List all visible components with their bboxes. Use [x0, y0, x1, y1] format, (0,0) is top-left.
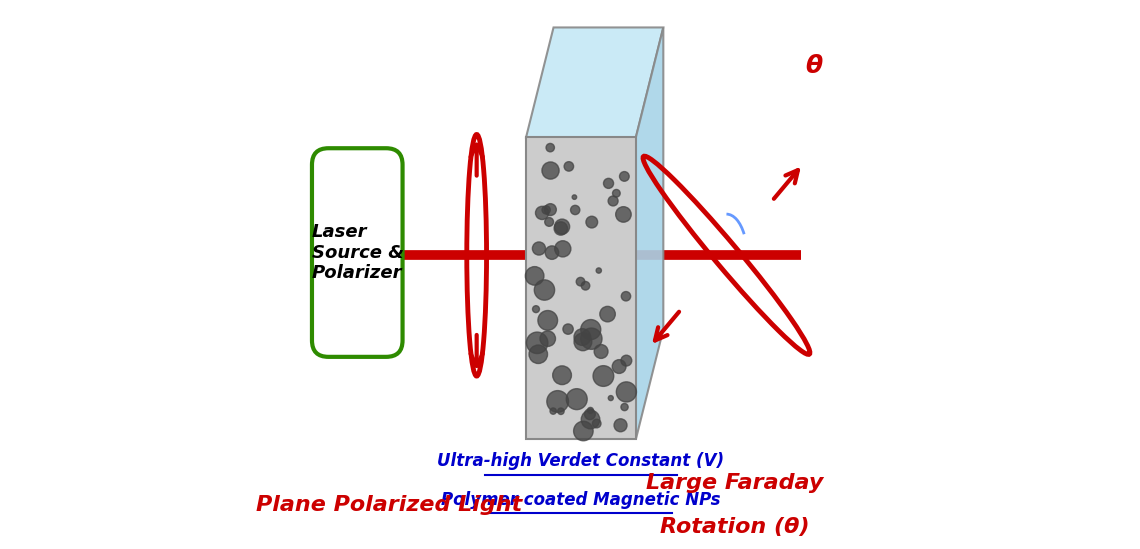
- Polygon shape: [526, 27, 663, 137]
- Circle shape: [532, 306, 539, 312]
- Circle shape: [542, 162, 559, 179]
- Circle shape: [596, 268, 602, 273]
- Circle shape: [612, 189, 620, 197]
- Circle shape: [621, 292, 630, 301]
- Text: θ: θ: [806, 54, 823, 78]
- Circle shape: [580, 320, 601, 340]
- Text: Plane Polarized Light: Plane Polarized Light: [255, 495, 522, 515]
- Circle shape: [572, 195, 577, 199]
- Circle shape: [594, 345, 608, 358]
- Circle shape: [529, 345, 547, 363]
- Circle shape: [585, 409, 595, 419]
- Text: Rotation (θ): Rotation (θ): [660, 517, 809, 537]
- Circle shape: [545, 246, 559, 259]
- Circle shape: [614, 419, 627, 432]
- Circle shape: [547, 390, 569, 412]
- Circle shape: [557, 408, 564, 414]
- Circle shape: [573, 421, 593, 441]
- Circle shape: [573, 329, 591, 345]
- Circle shape: [554, 222, 568, 235]
- Circle shape: [554, 219, 570, 234]
- Polygon shape: [526, 137, 636, 439]
- Circle shape: [587, 407, 594, 413]
- Circle shape: [580, 328, 602, 349]
- Circle shape: [600, 306, 616, 322]
- Circle shape: [555, 240, 571, 257]
- Circle shape: [538, 311, 557, 330]
- Circle shape: [581, 410, 600, 429]
- Circle shape: [619, 172, 629, 181]
- Polygon shape: [636, 27, 663, 439]
- Circle shape: [621, 404, 628, 411]
- Circle shape: [586, 216, 597, 228]
- Circle shape: [621, 355, 632, 366]
- FancyBboxPatch shape: [312, 148, 402, 357]
- Circle shape: [527, 332, 548, 354]
- Circle shape: [593, 366, 613, 386]
- Text: Polymer coated Magnetic NPs: Polymer coated Magnetic NPs: [441, 491, 720, 508]
- Circle shape: [612, 360, 626, 373]
- Circle shape: [542, 206, 551, 214]
- Text: Ultra-high Verdet Constant (V): Ultra-high Verdet Constant (V): [438, 452, 725, 470]
- Circle shape: [564, 161, 573, 171]
- Circle shape: [545, 217, 554, 226]
- Text: Large Faraday: Large Faraday: [646, 473, 823, 493]
- Circle shape: [593, 419, 601, 428]
- Circle shape: [570, 205, 580, 215]
- Circle shape: [545, 204, 556, 216]
- Circle shape: [526, 267, 544, 285]
- Circle shape: [616, 206, 632, 222]
- Circle shape: [546, 143, 554, 152]
- Circle shape: [549, 408, 556, 414]
- Circle shape: [536, 206, 548, 220]
- Circle shape: [563, 324, 573, 334]
- Circle shape: [540, 331, 555, 346]
- Circle shape: [553, 366, 571, 385]
- Circle shape: [567, 389, 587, 410]
- Circle shape: [617, 382, 636, 402]
- Circle shape: [609, 396, 613, 401]
- Circle shape: [608, 196, 618, 206]
- Circle shape: [575, 333, 592, 351]
- Text: Laser
Source &
Polarizer: Laser Source & Polarizer: [311, 223, 404, 282]
- Circle shape: [535, 280, 555, 300]
- Circle shape: [532, 242, 546, 255]
- Circle shape: [581, 282, 589, 290]
- Circle shape: [576, 277, 585, 286]
- Circle shape: [603, 178, 613, 188]
